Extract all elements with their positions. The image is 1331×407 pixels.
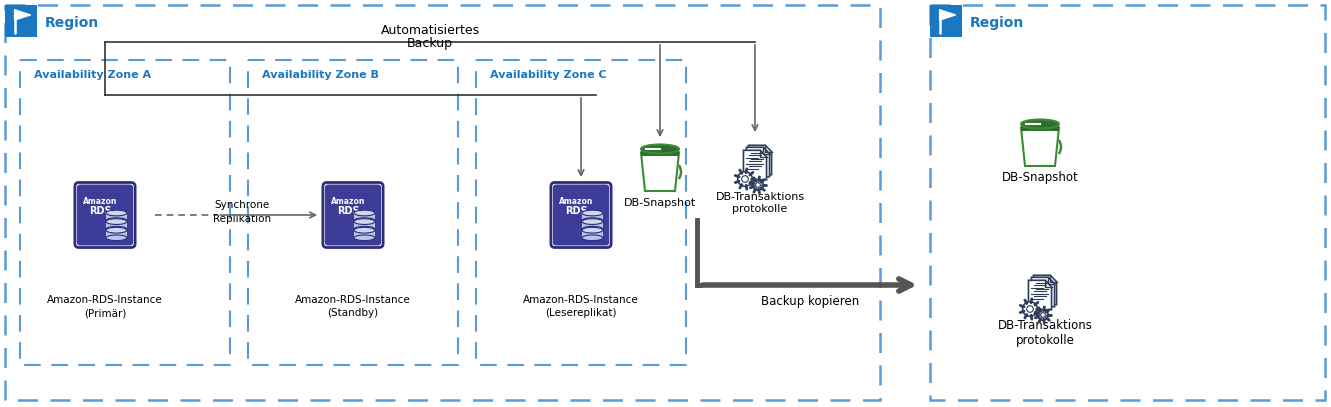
Ellipse shape [354, 228, 375, 233]
Text: Amazon-RDS-Instance: Amazon-RDS-Instance [47, 295, 162, 305]
Polygon shape [1029, 280, 1051, 310]
Text: Replikation: Replikation [213, 214, 272, 224]
Ellipse shape [354, 218, 375, 223]
Text: Amazon: Amazon [83, 197, 117, 206]
Ellipse shape [354, 235, 375, 241]
Bar [582, 221, 603, 229]
Text: DB-Transaktions
protokolle: DB-Transaktions protokolle [997, 319, 1093, 347]
Text: Backup kopieren: Backup kopieren [761, 295, 858, 308]
Polygon shape [642, 153, 679, 191]
Circle shape [1038, 310, 1049, 320]
Polygon shape [1021, 127, 1059, 166]
Circle shape [753, 180, 763, 190]
Text: DB-Snapshot: DB-Snapshot [1002, 171, 1078, 184]
Circle shape [1041, 313, 1045, 317]
Text: Automatisiertes: Automatisiertes [381, 24, 479, 37]
Text: Backup: Backup [407, 37, 453, 50]
Ellipse shape [582, 210, 603, 216]
Ellipse shape [106, 210, 126, 216]
Ellipse shape [582, 235, 603, 241]
Ellipse shape [106, 226, 126, 232]
Ellipse shape [582, 218, 603, 223]
Text: (Primär): (Primär) [84, 308, 126, 318]
Text: Synchrone: Synchrone [214, 200, 270, 210]
Circle shape [741, 176, 748, 182]
Text: Amazon-RDS-Instance: Amazon-RDS-Instance [295, 295, 411, 305]
Ellipse shape [1021, 120, 1059, 129]
Bar [354, 221, 375, 229]
Text: RDS: RDS [564, 206, 587, 216]
Ellipse shape [582, 228, 603, 233]
Text: Amazon: Amazon [331, 197, 365, 206]
Text: RDS: RDS [89, 206, 112, 216]
Bar [642, 149, 679, 156]
Polygon shape [1032, 277, 1054, 307]
Ellipse shape [106, 235, 126, 241]
Ellipse shape [642, 144, 679, 153]
Text: DB-Transaktions
protokolle: DB-Transaktions protokolle [716, 192, 804, 214]
Text: (Standby): (Standby) [327, 308, 378, 318]
Polygon shape [744, 150, 767, 180]
FancyBboxPatch shape [551, 182, 611, 247]
Bar [476, 60, 685, 365]
Ellipse shape [354, 210, 375, 216]
Text: DB-Snapshot: DB-Snapshot [624, 198, 696, 208]
Ellipse shape [582, 219, 603, 224]
Ellipse shape [106, 218, 126, 223]
Text: Availability Zone B: Availability Zone B [262, 70, 379, 80]
Bar [354, 230, 375, 238]
Bar [5, 5, 880, 400]
Bar [248, 60, 458, 365]
Text: Region: Region [45, 16, 100, 30]
Bar [582, 213, 603, 221]
Polygon shape [15, 10, 31, 20]
Bar [354, 213, 375, 221]
Text: Region: Region [970, 16, 1025, 30]
Text: (Lesereplikat): (Lesereplikat) [546, 308, 616, 318]
Bar [5, 5, 37, 37]
Circle shape [1026, 306, 1033, 312]
Bar [930, 5, 962, 37]
FancyBboxPatch shape [325, 184, 381, 245]
Bar [20, 60, 230, 365]
Ellipse shape [354, 226, 375, 232]
Circle shape [1022, 302, 1037, 316]
Ellipse shape [354, 219, 375, 224]
FancyBboxPatch shape [323, 182, 383, 247]
Circle shape [737, 172, 752, 186]
FancyBboxPatch shape [77, 184, 133, 245]
Bar [1021, 124, 1059, 131]
FancyBboxPatch shape [75, 182, 136, 247]
Text: Availability Zone A: Availability Zone A [35, 70, 152, 80]
Ellipse shape [106, 219, 126, 224]
Ellipse shape [582, 226, 603, 232]
Bar [106, 221, 126, 229]
Bar [106, 230, 126, 238]
Polygon shape [747, 147, 769, 177]
Text: Amazon: Amazon [559, 197, 594, 206]
Polygon shape [940, 10, 956, 20]
Polygon shape [748, 145, 772, 175]
Circle shape [756, 183, 760, 187]
Bar [582, 230, 603, 238]
Text: Availability Zone C: Availability Zone C [490, 70, 607, 80]
FancyBboxPatch shape [552, 184, 610, 245]
Text: RDS: RDS [337, 206, 359, 216]
Polygon shape [1033, 275, 1057, 305]
Bar [930, 5, 1324, 400]
Bar [106, 213, 126, 221]
Text: Amazon-RDS-Instance: Amazon-RDS-Instance [523, 295, 639, 305]
Ellipse shape [106, 228, 126, 233]
